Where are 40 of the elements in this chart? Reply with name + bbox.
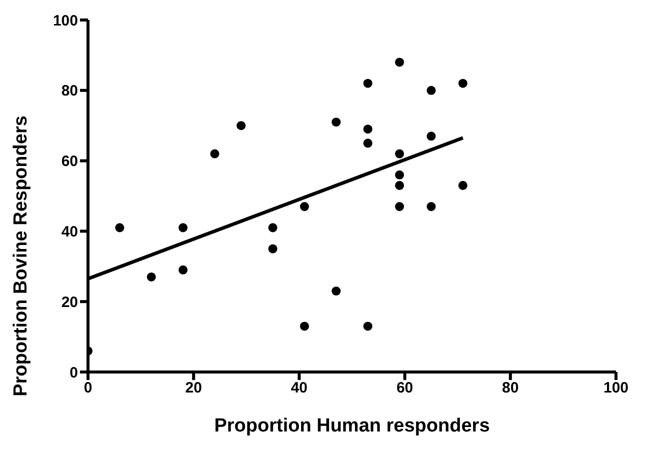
y-tick-label: 40	[61, 224, 78, 241]
y-tick-label: 20	[61, 294, 78, 311]
point	[426, 202, 436, 212]
point	[395, 170, 404, 180]
point	[236, 121, 246, 130]
point	[115, 223, 124, 232]
point	[395, 202, 404, 212]
y-tick-label: 0	[70, 364, 78, 382]
point	[363, 322, 372, 331]
point	[426, 132, 436, 141]
y-tick-label: 100	[52, 12, 78, 30]
x-tick-label: 40	[290, 380, 308, 397]
x-tick-label: 80	[502, 380, 519, 397]
point	[363, 78, 372, 88]
y-tick-label: 80	[61, 82, 78, 100]
point	[332, 286, 341, 296]
point	[395, 58, 404, 67]
point	[178, 265, 188, 274]
x-axis-title: Proportion Human responders	[214, 415, 490, 436]
point	[178, 223, 188, 232]
point	[268, 223, 278, 232]
point	[426, 86, 436, 95]
point	[268, 244, 278, 254]
x-tick-label: 20	[185, 380, 202, 397]
point	[146, 272, 156, 282]
point	[458, 180, 468, 190]
y-tick-label: 60	[61, 153, 78, 170]
x-tick-label: 0	[84, 380, 92, 397]
y-axis-title: Proportion Bovine Responders	[10, 116, 32, 396]
point	[332, 118, 341, 127]
point	[395, 149, 404, 158]
point	[458, 78, 468, 88]
point	[363, 124, 372, 134]
point	[300, 202, 309, 212]
x-tick-label: 100	[603, 380, 629, 397]
point	[210, 149, 220, 158]
x-tick-label: 60	[396, 380, 414, 397]
point	[300, 322, 309, 331]
point	[363, 138, 372, 148]
point	[395, 180, 404, 190]
